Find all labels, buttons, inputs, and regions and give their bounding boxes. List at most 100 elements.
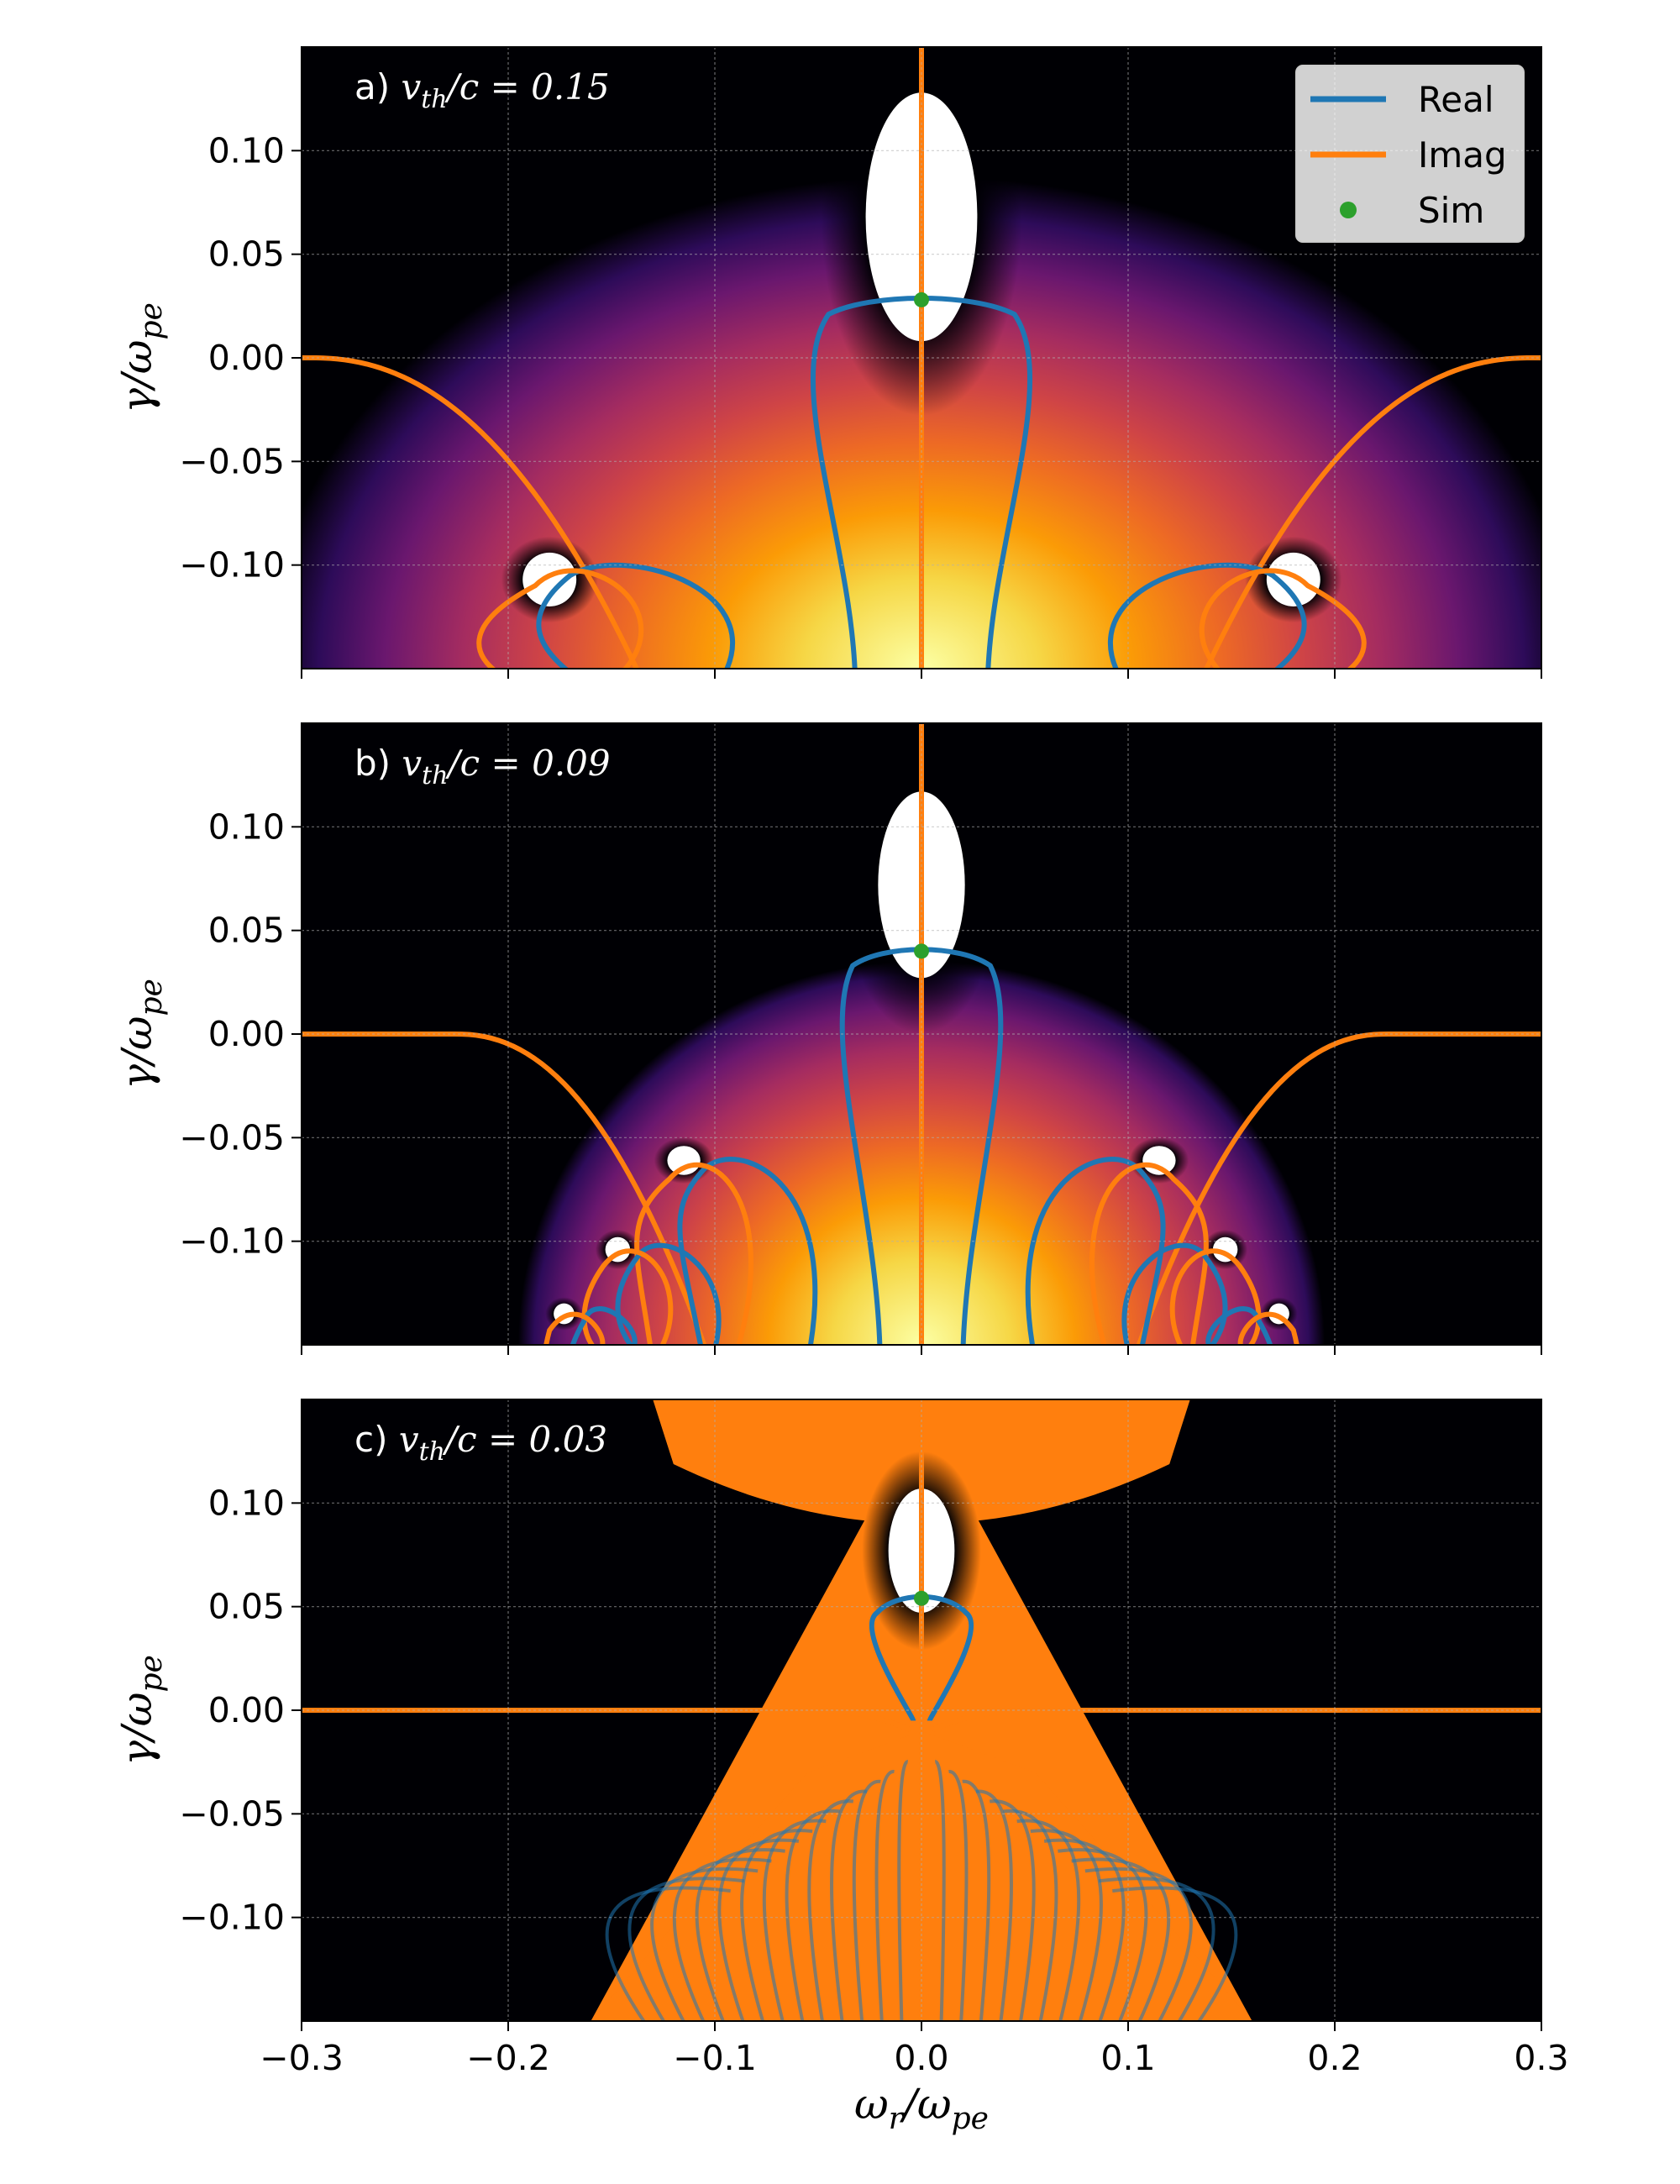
y-axis-label-sub: pe <box>134 979 169 1016</box>
y-tick-label: 0.05 <box>208 1587 285 1627</box>
plot-area <box>302 723 1541 1345</box>
y-tick-label: −0.10 <box>179 1898 285 1938</box>
legend-label-imag: Imag <box>1418 134 1507 176</box>
imag-contour <box>302 1032 707 1345</box>
x-axis-label-main: ω <box>854 2080 889 2129</box>
y-tick-label: −0.05 <box>179 1793 285 1834</box>
imag-contour-lobe <box>476 568 644 669</box>
panel-label-rest: /c = 0.09 <box>445 743 611 784</box>
real-contour-fan <box>948 1770 969 2021</box>
imag-contour <box>1203 355 1541 669</box>
legend-box <box>1295 65 1525 243</box>
real-contour-lobe <box>1025 1157 1166 1345</box>
sim-point <box>914 1590 929 1606</box>
y-axis-label-main: γ/ω <box>113 1692 161 1766</box>
x-tick-label: 0.2 <box>1307 2038 1362 2078</box>
imag-contour-lobe <box>1089 1162 1209 1345</box>
panel-label-var: v <box>402 743 422 784</box>
real-contour-fan <box>989 1799 1036 2021</box>
real-contour-lobe <box>677 1157 818 1345</box>
real-contour-fan <box>1112 1886 1238 2021</box>
real-contour-fan <box>695 1848 785 2021</box>
real-contour-fan <box>627 1877 745 2021</box>
real-contour-fan <box>830 1789 868 2021</box>
plot-area <box>302 1399 1541 2021</box>
y-tick-label: −0.05 <box>179 1117 285 1158</box>
x-tick-label: 0.0 <box>894 2038 948 2078</box>
real-contour-fan <box>1003 1809 1058 2021</box>
y-tick-label: 0.10 <box>208 806 285 847</box>
real-contour-fan <box>962 1779 991 2021</box>
x-axis-label-den-sub: pe <box>952 2102 989 2136</box>
sim-point <box>914 943 929 959</box>
legend-label-real: Real <box>1418 79 1494 120</box>
real-contour-fan <box>975 1789 1013 2021</box>
real-contour-fan <box>1098 1877 1215 2021</box>
panel-label-sub: th <box>421 85 447 114</box>
x-tick-label: −0.3 <box>260 2038 344 2078</box>
y-axis-label-sub: pe <box>134 302 169 339</box>
x-tick-label: −0.1 <box>673 2038 757 2078</box>
imag-contour-lobe <box>1169 1248 1262 1345</box>
y-axis-label: γ/ωpe <box>113 1655 169 1766</box>
y-axis-label-sub: pe <box>134 1655 169 1692</box>
peak-blob <box>1266 552 1320 606</box>
y-tick-label: −0.05 <box>179 441 285 481</box>
y-tick-label: 0.00 <box>208 1690 285 1730</box>
y-tick-label: 0.05 <box>208 911 285 951</box>
y-tick-label: 0.00 <box>208 1014 285 1054</box>
panel-label-sub: th <box>422 761 448 790</box>
panel-label: c) vth/c = 0.03 <box>354 1419 607 1467</box>
panel-c: −0.10 −0.05 0.00 0.05 0.10 −0.3 −0.2 −0.1 0.0 0.1… <box>113 1399 1569 2078</box>
real-contour-fan <box>1016 1819 1081 2021</box>
real-contour-fan <box>672 1857 772 2021</box>
real-contour-fan <box>874 1770 895 2021</box>
x-axis-label-den: /ω <box>900 2080 952 2129</box>
real-contour-fan <box>807 1799 854 2021</box>
x-axis-label-sub: r <box>889 2102 905 2136</box>
real-contour-fan <box>1071 1857 1171 2021</box>
imag-contour-lobe <box>1237 1311 1299 1345</box>
x-tick-label: −0.2 <box>466 2038 550 2078</box>
panel-label-rest: /c = 0.03 <box>442 1419 607 1460</box>
legend-swatch-sim <box>1340 202 1357 218</box>
legend: Real Imag Sim <box>1295 65 1525 243</box>
real-contour-fan <box>1030 1829 1103 2021</box>
panel-label-var: v <box>401 66 421 108</box>
real-contour-lobe <box>1205 1306 1273 1345</box>
imag-contour-lobe <box>543 1311 606 1345</box>
panel-b: −0.10 −0.05 0.00 0.05 0.10 γ/ωpe b) vth/c = 0.… <box>113 722 1542 1355</box>
real-contour-fan <box>852 1779 881 2021</box>
y-tick-label: 0.00 <box>208 338 285 378</box>
panel-label: b) vth/c = 0.09 <box>354 743 611 790</box>
real-contour-fan <box>1058 1848 1148 2021</box>
real-contour-lobe <box>536 562 735 669</box>
real-contour-fan <box>897 1760 909 2021</box>
peak-blob <box>522 552 577 606</box>
imag-contour-lobe <box>581 1248 674 1345</box>
x-tick-label: 0.1 <box>1100 2038 1155 2078</box>
panel-label-letter: c) <box>354 1419 399 1460</box>
imag-contour-lobe <box>1199 568 1367 669</box>
panel-label-var: v <box>399 1419 419 1460</box>
real-contour-fan <box>762 1819 827 2021</box>
x-tick-label: 0.3 <box>1514 2038 1568 2078</box>
real-contour-fan <box>785 1809 840 2021</box>
panel-a: −0.10 −0.05 0.00 0.05 0.10 γ/ωpe a) vth/c = 0.… <box>113 46 1542 679</box>
real-contour-fan <box>934 1760 946 2021</box>
y-axis-label-main: γ/ω <box>113 339 161 413</box>
x-axis-label: ωr/ωpe <box>854 2080 989 2136</box>
real-contour-fan <box>650 1866 759 2021</box>
panel-label-letter: b) <box>354 743 402 784</box>
y-tick-label: −0.10 <box>179 1221 285 1262</box>
y-axis-label: γ/ωpe <box>113 302 169 413</box>
real-contour-fan <box>1084 1866 1193 2021</box>
panel-label-letter: a) <box>354 66 401 108</box>
real-contour-lobe <box>570 1306 638 1345</box>
sim-point <box>914 291 929 307</box>
y-axis-label: γ/ωpe <box>113 979 169 1089</box>
y-tick-label: 0.10 <box>208 130 285 171</box>
y-tick-label: −0.10 <box>179 545 285 585</box>
y-tick-label: 0.05 <box>208 234 285 275</box>
panel-label: a) vth/c = 0.15 <box>354 66 610 114</box>
